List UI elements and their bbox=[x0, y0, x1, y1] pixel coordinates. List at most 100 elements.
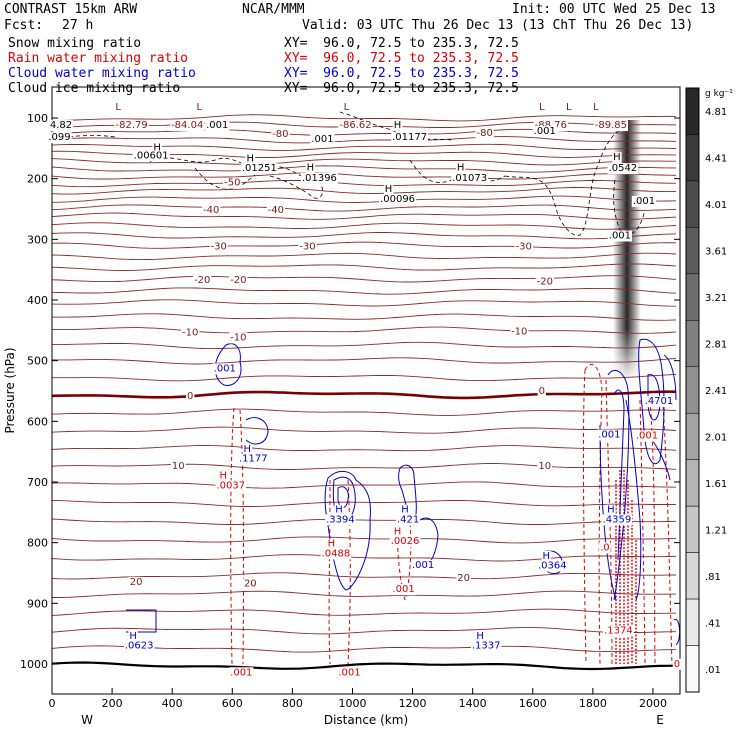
mixing-ratio-label: .1177 bbox=[239, 454, 268, 465]
rain-contour-2 bbox=[239, 409, 245, 665]
mixing-ratio-label: .1374 bbox=[604, 625, 633, 636]
snow-contour-3 bbox=[54, 135, 116, 139]
extrema-label: -86.62 bbox=[339, 120, 371, 131]
label-background bbox=[229, 274, 248, 286]
mixing-ratio-label: .0488 bbox=[322, 548, 351, 559]
label-background bbox=[215, 480, 247, 492]
mixing-ratio-label: .001 bbox=[392, 584, 414, 595]
label-background bbox=[607, 230, 633, 242]
y-axis-label: Pressure (hPa) bbox=[3, 347, 17, 433]
label-background bbox=[537, 101, 546, 113]
mixing-ratio-label: H bbox=[476, 631, 484, 642]
extrema-label: L bbox=[539, 102, 545, 113]
isotherm-line bbox=[52, 463, 677, 470]
temperature-label: 10 bbox=[172, 461, 185, 472]
label-background bbox=[392, 526, 403, 538]
label-background bbox=[606, 504, 616, 516]
label-background bbox=[195, 101, 204, 113]
label-background bbox=[338, 120, 373, 132]
isotherm-line bbox=[52, 299, 677, 307]
isotherm-line bbox=[52, 645, 677, 653]
mixing-ratio-label: .01073 bbox=[452, 173, 487, 184]
mixing-ratio-label: H bbox=[401, 505, 409, 516]
isotherm-line bbox=[52, 499, 677, 507]
colorbar-label: 4.41 bbox=[705, 154, 727, 165]
rain-contour-11 bbox=[662, 404, 673, 665]
label-background bbox=[601, 514, 633, 526]
label-background bbox=[334, 504, 344, 516]
label-background bbox=[170, 120, 205, 132]
colorbar-swatch bbox=[685, 273, 700, 321]
isotherm-line bbox=[52, 481, 677, 489]
temperature-label: -80 bbox=[272, 129, 288, 140]
rain-contour-6 bbox=[584, 364, 603, 665]
colorbar-swatch bbox=[685, 366, 700, 414]
extrema-label: L bbox=[593, 102, 599, 113]
mixing-ratio-label: 4.82 bbox=[50, 120, 72, 131]
x-tick-label: 1200 bbox=[399, 697, 427, 710]
label-background bbox=[170, 461, 186, 473]
y-tick-label: 200 bbox=[27, 173, 48, 186]
field-name-cloud-ice: Cloud ice mixing ratio bbox=[8, 81, 181, 96]
colorbar-label: .81 bbox=[705, 572, 721, 583]
label-background bbox=[238, 453, 269, 465]
isotherm-line bbox=[52, 374, 677, 382]
mixing-ratio-label: H bbox=[247, 153, 255, 164]
y-tick-label: 100 bbox=[27, 112, 48, 125]
y-tick-label: 500 bbox=[27, 355, 48, 368]
mixing-ratio-label: .0026 bbox=[391, 536, 420, 547]
init-time: Init: 00 UTC Wed 25 Dec 13 bbox=[512, 2, 716, 17]
label-background bbox=[202, 205, 221, 216]
rain-contour-7 bbox=[582, 369, 587, 665]
label-background bbox=[643, 396, 675, 408]
label-background bbox=[123, 640, 155, 652]
label-background bbox=[532, 126, 557, 138]
label-background bbox=[209, 241, 228, 253]
label-background bbox=[342, 101, 351, 113]
label-background bbox=[533, 120, 568, 132]
label-background bbox=[410, 559, 436, 571]
label-background bbox=[229, 667, 254, 679]
isotherm-line bbox=[52, 252, 677, 261]
isotherm-line bbox=[52, 136, 677, 144]
label-background bbox=[470, 640, 502, 652]
temperature-label: -20 bbox=[537, 277, 553, 288]
label-background bbox=[240, 163, 278, 175]
cloud-contour-5 bbox=[337, 486, 349, 508]
label-background bbox=[510, 326, 529, 338]
colorbar-swatch bbox=[685, 412, 700, 460]
extrema-label: L bbox=[344, 102, 350, 113]
mixing-ratio-label: .099 bbox=[48, 132, 70, 143]
mixing-ratio-label: .001 bbox=[214, 363, 236, 374]
label-background bbox=[152, 142, 162, 154]
temperature-label: -20 bbox=[230, 275, 246, 286]
label-background bbox=[223, 177, 242, 189]
isotherm-line bbox=[52, 128, 677, 136]
west-label: W bbox=[81, 713, 93, 727]
mixing-ratio-label: .01251 bbox=[242, 163, 277, 174]
label-background bbox=[392, 120, 403, 132]
colorbar-label: .41 bbox=[705, 618, 721, 629]
label-background bbox=[242, 444, 253, 456]
mixing-ratio-label: .001 bbox=[311, 134, 333, 145]
cloud-contour-3 bbox=[324, 471, 371, 591]
temperature-label: -20 bbox=[194, 275, 210, 286]
label-background bbox=[114, 101, 123, 113]
label-background bbox=[205, 120, 230, 132]
cloud-contour-15 bbox=[651, 439, 671, 481]
mixing-ratio-label: .0623 bbox=[125, 641, 154, 652]
x-tick-label: 600 bbox=[222, 697, 243, 710]
label-background bbox=[455, 162, 466, 174]
colorbar-label: 1.61 bbox=[705, 479, 727, 490]
label-background bbox=[47, 132, 72, 144]
label-background bbox=[456, 573, 472, 585]
cloud-contour-9 bbox=[126, 609, 157, 633]
x-tick-label: 1000 bbox=[338, 697, 366, 710]
cloud-contour-11 bbox=[607, 370, 630, 601]
mixing-ratio-label: .4359 bbox=[603, 514, 632, 525]
x-tick-label: 1800 bbox=[579, 697, 607, 710]
label-background bbox=[383, 183, 394, 195]
isotherm-line bbox=[52, 165, 676, 173]
temperature-label: -10 bbox=[182, 328, 198, 339]
